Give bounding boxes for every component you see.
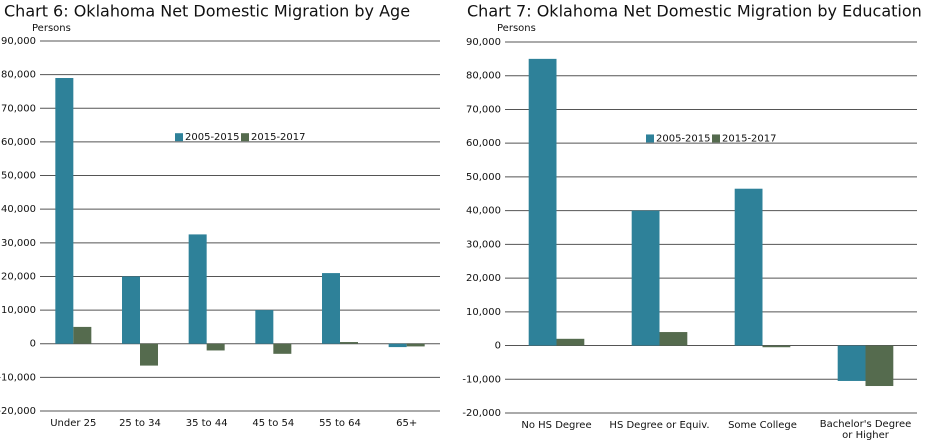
bar bbox=[122, 276, 140, 344]
y-tick-label: 30,000 bbox=[466, 239, 501, 250]
bar bbox=[734, 188, 763, 346]
y-tick-label: 20,000 bbox=[1, 271, 36, 282]
x-tick-label-line: Bachelor's Degree bbox=[820, 419, 912, 430]
y-tick-label: 80,000 bbox=[466, 71, 501, 82]
x-tick-label: Under 25 bbox=[50, 418, 96, 429]
y-tick-label: 70,000 bbox=[1, 103, 36, 114]
legend-label: 2015-2017 bbox=[722, 133, 777, 144]
y-tick-label: 0 bbox=[495, 341, 501, 352]
bar bbox=[140, 343, 158, 366]
bar bbox=[73, 326, 92, 344]
y-tick-label: 30,000 bbox=[1, 238, 36, 249]
y-tick-label: -10,000 bbox=[462, 374, 501, 385]
bar bbox=[837, 345, 866, 381]
legend-label: 2005-2015 bbox=[185, 132, 240, 143]
y-tick-label: 10,000 bbox=[1, 305, 36, 316]
y-tick-label: 50,000 bbox=[1, 171, 36, 182]
y-axis-label: Persons bbox=[32, 23, 71, 34]
bar bbox=[762, 345, 791, 348]
x-tick-label: No HS Degree bbox=[521, 420, 591, 431]
bar bbox=[255, 310, 274, 344]
x-tick-label: HS Degree or Equiv. bbox=[609, 420, 709, 431]
bar bbox=[528, 58, 557, 346]
y-tick-label: 60,000 bbox=[466, 138, 501, 149]
chart-title: Chart 6: Oklahoma Net Domestic Migration… bbox=[4, 2, 410, 21]
x-tick-label: 55 to 64 bbox=[319, 418, 361, 429]
y-tick-label: 70,000 bbox=[466, 104, 501, 115]
legend-swatch bbox=[712, 134, 720, 143]
y-tick-label: 40,000 bbox=[466, 206, 501, 217]
bar bbox=[322, 273, 340, 344]
x-tick-label: 35 to 44 bbox=[186, 418, 228, 429]
legend-swatch bbox=[175, 133, 183, 142]
legend-label: 2015-2017 bbox=[251, 132, 306, 143]
y-tick-label: 50,000 bbox=[466, 172, 501, 183]
legend-swatch bbox=[241, 133, 249, 142]
y-tick-label: 10,000 bbox=[466, 307, 501, 318]
bar bbox=[55, 78, 74, 344]
y-tick-label: 60,000 bbox=[1, 137, 36, 148]
x-tick-label-line: or Higher bbox=[842, 430, 890, 441]
y-tick-label: -10,000 bbox=[0, 372, 36, 383]
y-tick-label: -20,000 bbox=[462, 408, 501, 419]
bar bbox=[865, 345, 894, 387]
y-tick-label: 20,000 bbox=[466, 273, 501, 284]
bar bbox=[556, 338, 585, 346]
chart-title: Chart 7: Oklahoma Net Domestic Migration… bbox=[467, 2, 925, 21]
y-tick-label: 40,000 bbox=[1, 204, 36, 215]
y-tick-label: 90,000 bbox=[466, 37, 501, 48]
y-tick-label: -20,000 bbox=[0, 406, 36, 417]
x-tick-label: Some College bbox=[728, 420, 797, 431]
bar bbox=[206, 343, 225, 351]
y-tick-label: 80,000 bbox=[1, 70, 36, 81]
legend-swatch bbox=[646, 134, 654, 143]
x-tick-label: 45 to 54 bbox=[252, 418, 294, 429]
y-tick-label: 90,000 bbox=[1, 36, 36, 47]
bar bbox=[188, 234, 207, 344]
legend-label: 2005-2015 bbox=[656, 133, 711, 144]
y-tick-label: 0 bbox=[30, 339, 36, 350]
x-tick-label: 65+ bbox=[396, 418, 417, 429]
bar bbox=[340, 342, 358, 344]
bar bbox=[388, 343, 407, 348]
bar bbox=[631, 210, 660, 346]
bar bbox=[273, 343, 292, 354]
bar bbox=[406, 343, 425, 347]
y-axis-label: Persons bbox=[497, 23, 536, 34]
x-tick-label: 25 to 34 bbox=[119, 418, 161, 429]
bar bbox=[659, 332, 688, 346]
x-tick-label: Bachelor's Degree or Higher bbox=[820, 419, 912, 441]
